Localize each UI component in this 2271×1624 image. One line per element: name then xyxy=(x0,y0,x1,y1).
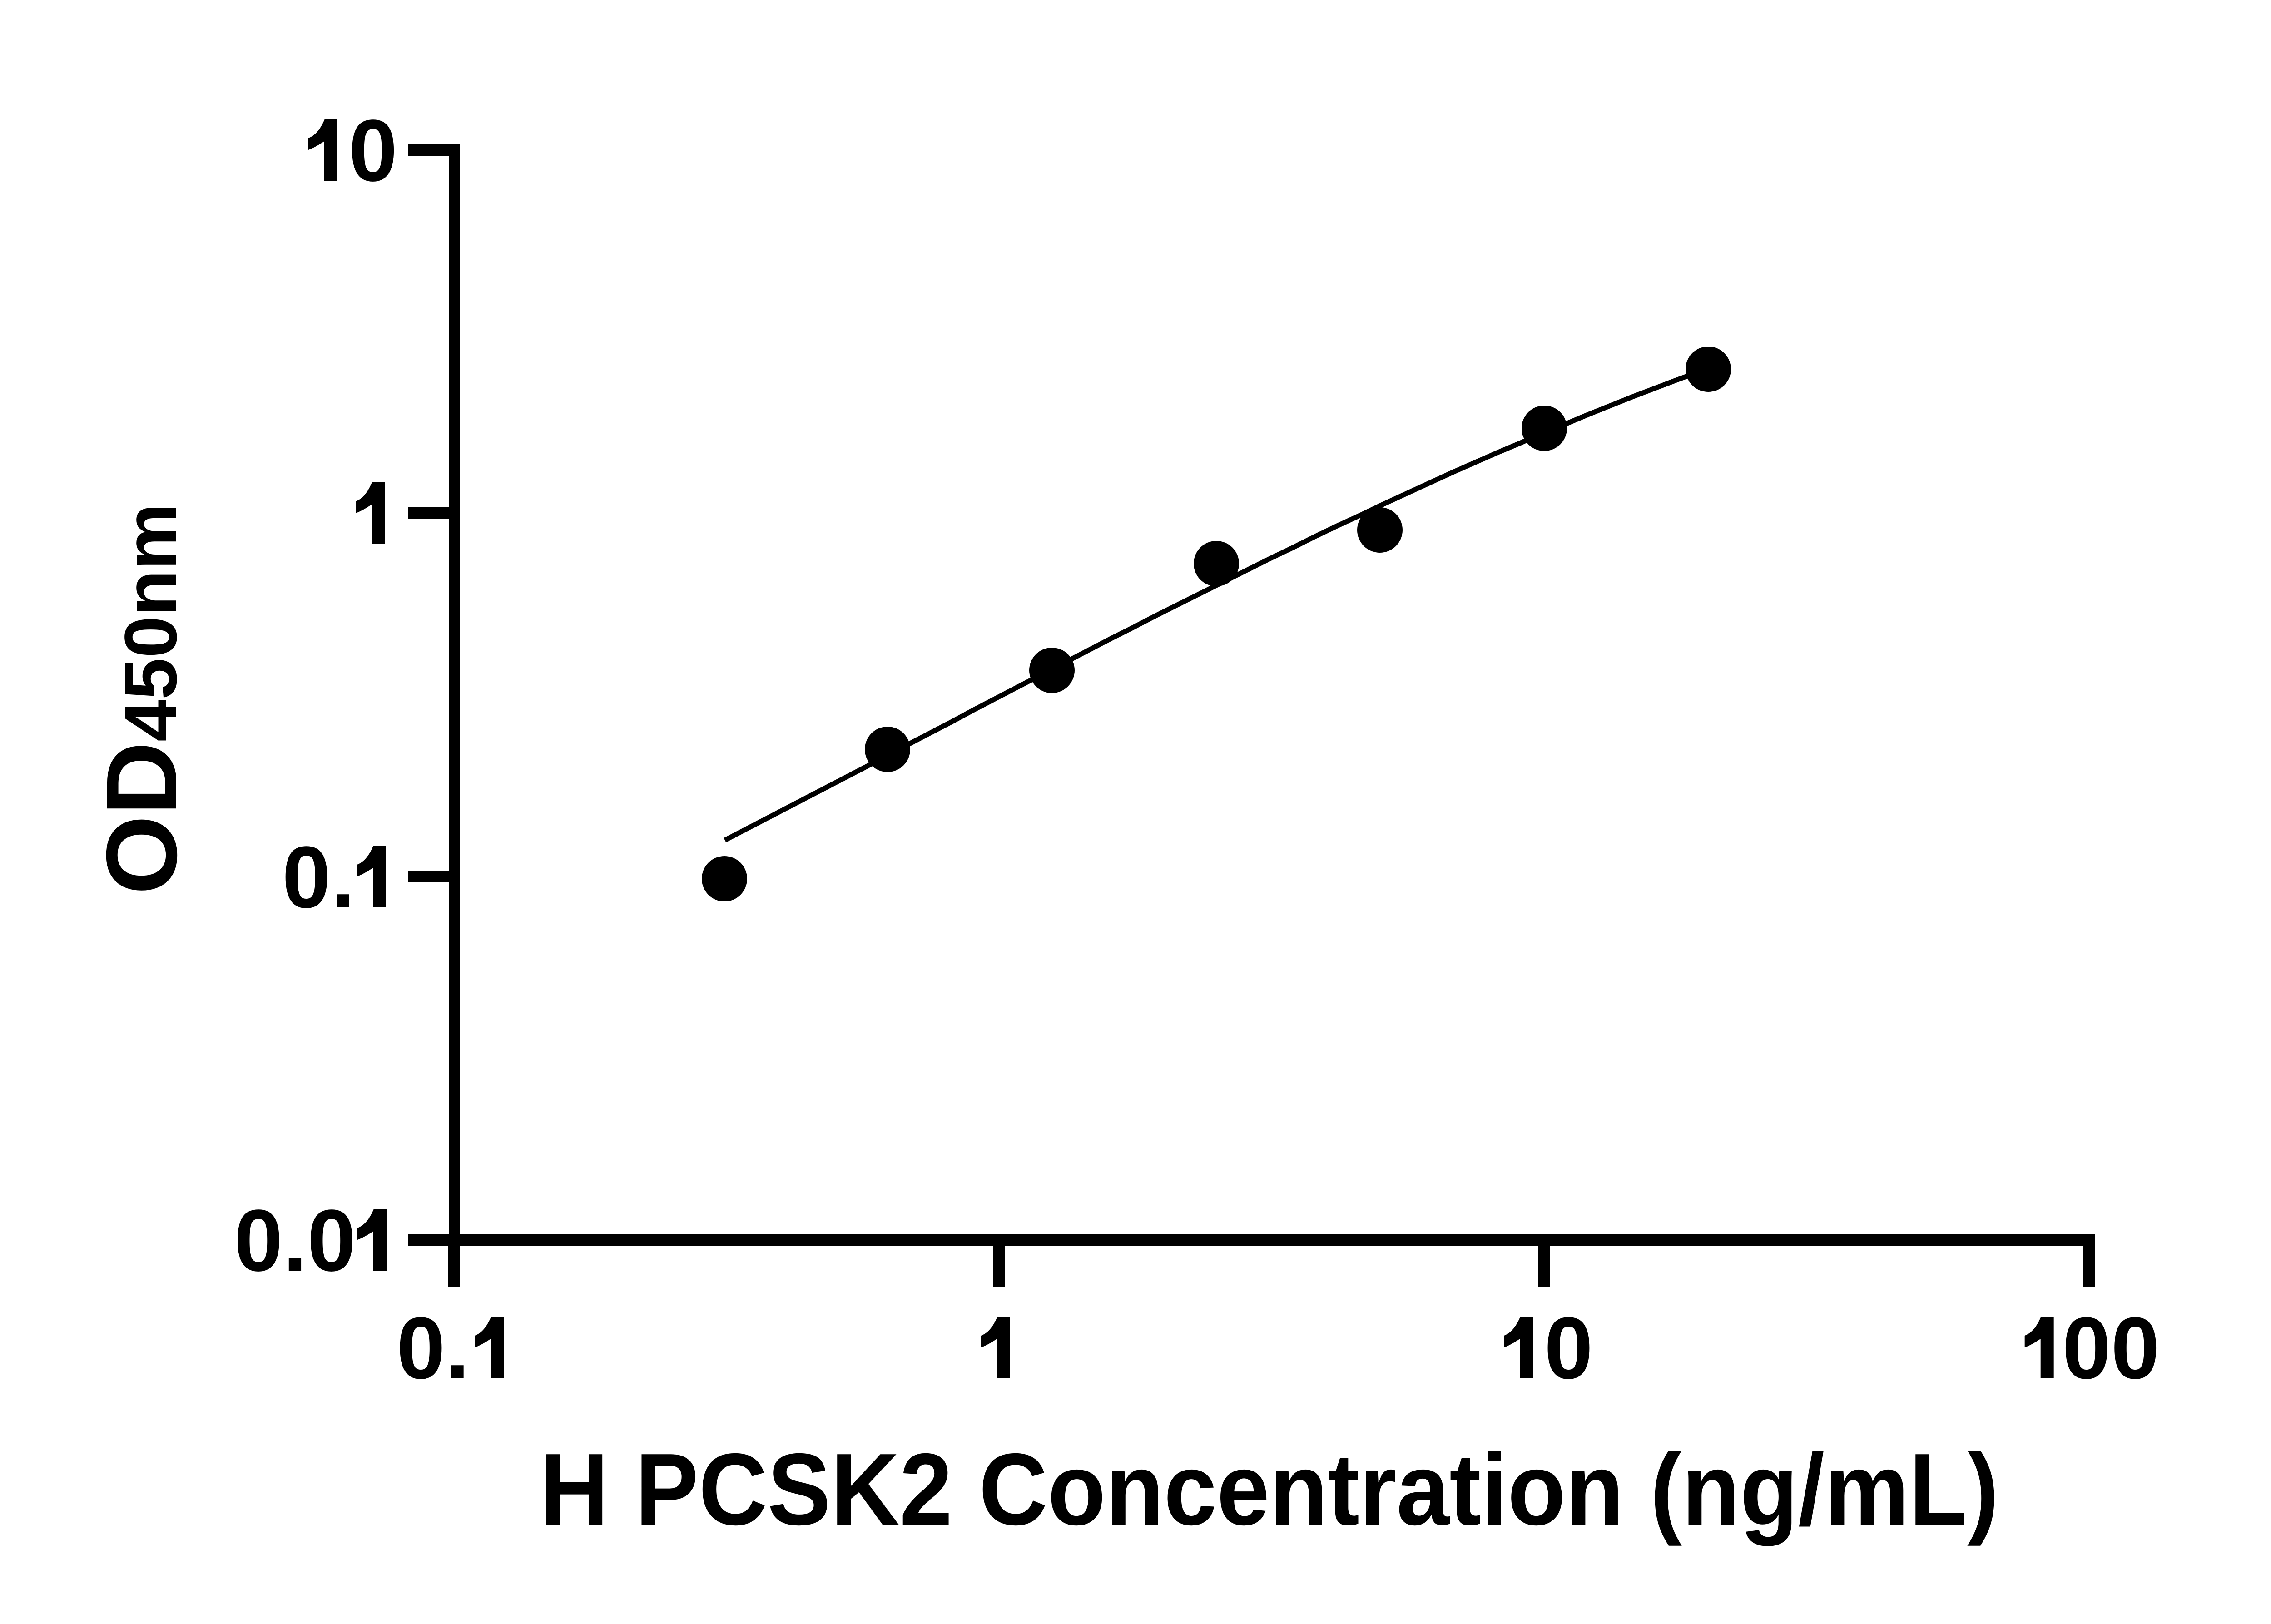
svg-text:0.0: 0.0 xyxy=(234,1191,356,1289)
svg-text:H PCSK2 Concentration (ng/mL): H PCSK2 Concentration (ng/mL) xyxy=(540,1432,1999,1546)
svg-text:0: 0 xyxy=(349,101,397,199)
svg-text:0: 0 xyxy=(1544,1299,1593,1397)
svg-text:OD450nm: OD450nm xyxy=(85,503,198,895)
svg-text:00: 00 xyxy=(2062,1299,2160,1397)
svg-text:0.: 0. xyxy=(282,828,355,926)
svg-text:0.: 0. xyxy=(397,1299,470,1397)
